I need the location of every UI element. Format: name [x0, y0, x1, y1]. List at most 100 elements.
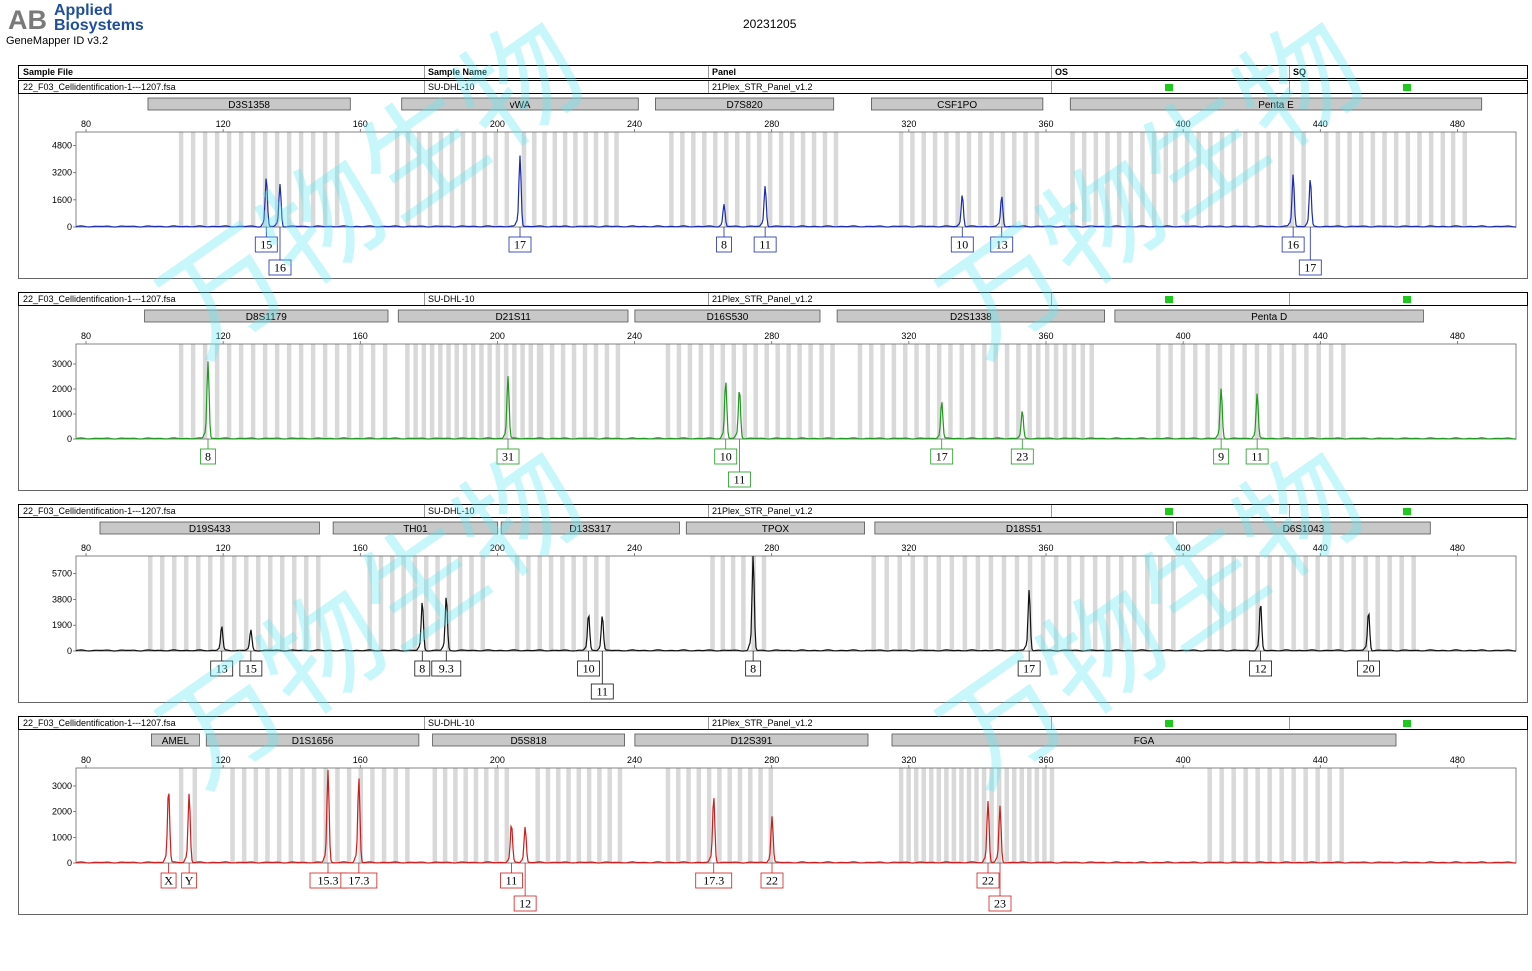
marker-bar[interactable] [1069, 97, 1483, 111]
marker-bar[interactable] [1176, 521, 1431, 535]
allele-call[interactable]: 17.3 [695, 863, 733, 889]
allele-call[interactable]: 22 [760, 863, 784, 889]
allele-call[interactable]: 11 [590, 651, 614, 700]
allele-box[interactable] [508, 236, 532, 253]
allele-call[interactable]: 23 [1010, 439, 1034, 465]
marker-bar[interactable] [634, 309, 821, 323]
marker-d21s11[interactable]: D21S11 [397, 309, 629, 323]
allele-call[interactable]: 13 [210, 651, 234, 677]
marker-d5s818[interactable]: D5S818 [432, 733, 625, 747]
allele-box[interactable] [513, 895, 537, 912]
allele-box[interactable] [1213, 448, 1230, 465]
allele-call[interactable]: 8 [414, 651, 431, 677]
allele-box[interactable] [695, 872, 733, 889]
allele-box[interactable] [988, 895, 1012, 912]
allele-call[interactable]: 10 [714, 439, 738, 465]
marker-bar[interactable] [401, 97, 639, 111]
allele-call[interactable]: 15.3 [309, 863, 347, 889]
allele-call[interactable]: 23 [988, 863, 1012, 912]
allele-box[interactable] [500, 872, 523, 889]
marker-bar[interactable] [151, 733, 200, 747]
marker-d18s51[interactable]: D18S51 [874, 521, 1174, 535]
allele-box[interactable] [268, 259, 292, 276]
marker-th01[interactable]: TH01 [332, 521, 499, 535]
marker-bar[interactable] [500, 521, 680, 535]
allele-box[interactable] [950, 236, 974, 253]
allele-call[interactable]: 11 [753, 227, 777, 253]
allele-call[interactable]: 11 [728, 439, 751, 488]
allele-box[interactable] [239, 660, 263, 677]
marker-bar[interactable] [147, 97, 351, 111]
allele-box[interactable] [414, 660, 431, 677]
allele-call[interactable]: 15 [254, 227, 278, 253]
allele-call[interactable]: 8 [716, 227, 732, 253]
allele-box[interactable] [1017, 660, 1041, 677]
marker-bar[interactable] [836, 309, 1105, 323]
allele-call[interactable]: 9.3 [431, 651, 462, 677]
marker-d6s1043[interactable]: D6S1043 [1176, 521, 1431, 535]
sample-info-row[interactable]: 22_F03_Cellidentification-1---1207.fsa SU… [18, 504, 1528, 518]
marker-d13s317[interactable]: D13S317 [500, 521, 680, 535]
marker-fga[interactable]: FGA [891, 733, 1397, 747]
allele-call[interactable]: 22 [976, 863, 1000, 889]
allele-box[interactable] [716, 236, 732, 253]
allele-box[interactable] [340, 872, 378, 889]
allele-box[interactable] [590, 683, 614, 700]
marker-penta-d[interactable]: Penta D [1114, 309, 1424, 323]
allele-call[interactable]: 16 [1281, 227, 1305, 253]
allele-box[interactable] [431, 660, 462, 677]
marker-amel[interactable]: AMEL [151, 733, 200, 747]
marker-bar[interactable] [891, 733, 1397, 747]
allele-box[interactable] [496, 448, 520, 465]
allele-box[interactable] [990, 236, 1014, 253]
marker-csf1po[interactable]: CSF1PO [871, 97, 1044, 111]
allele-box[interactable] [714, 448, 738, 465]
allele-box[interactable] [760, 872, 784, 889]
allele-box[interactable] [200, 448, 216, 465]
marker-bar[interactable] [634, 733, 869, 747]
marker-bar[interactable] [1114, 309, 1424, 323]
marker-d19s433[interactable]: D19S433 [99, 521, 320, 535]
marker-d3s1358[interactable]: D3S1358 [147, 97, 351, 111]
allele-box[interactable] [1245, 448, 1269, 465]
marker-bar[interactable] [655, 97, 835, 111]
allele-call[interactable]: X [160, 863, 177, 889]
allele-box[interactable] [1357, 660, 1380, 677]
allele-call[interactable]: 9 [1213, 439, 1230, 465]
allele-call[interactable]: 31 [496, 439, 520, 465]
marker-bar[interactable] [685, 521, 865, 535]
allele-box[interactable] [181, 872, 198, 889]
sample-info-row[interactable]: 22_F03_Cellidentification-1---1207.fsa SU… [18, 80, 1528, 94]
allele-call[interactable]: 17.3 [340, 863, 378, 889]
marker-d2s1338[interactable]: D2S1338 [836, 309, 1105, 323]
marker-bar[interactable] [874, 521, 1174, 535]
marker-d1s1656[interactable]: D1S1656 [205, 733, 420, 747]
allele-box[interactable] [745, 660, 762, 677]
allele-call[interactable]: 12 [513, 863, 537, 912]
marker-bar[interactable] [99, 521, 320, 535]
marker-bar[interactable] [397, 309, 629, 323]
allele-box[interactable] [254, 236, 278, 253]
allele-call[interactable]: 17 [930, 439, 954, 465]
marker-d12s391[interactable]: D12S391 [634, 733, 869, 747]
allele-call[interactable]: 10 [577, 651, 600, 677]
electropherogram-panel[interactable]: D3S1358 vWA D7S820 CSF1PO Penta E80 120 160 200… [52, 97, 1517, 276]
marker-tpox[interactable]: TPOX [685, 521, 865, 535]
allele-call[interactable]: 8 [200, 439, 216, 465]
marker-d8s1179[interactable]: D8S1179 [144, 309, 389, 323]
allele-call[interactable]: 10 [950, 227, 974, 253]
allele-call[interactable]: 17 [1017, 651, 1041, 677]
allele-call[interactable]: 13 [990, 227, 1014, 253]
allele-call[interactable]: 20 [1357, 651, 1380, 677]
marker-bar[interactable] [144, 309, 389, 323]
sample-info-row[interactable]: 22_F03_Cellidentification-1---1207.fsa SU… [18, 716, 1528, 730]
allele-box[interactable] [1249, 660, 1272, 677]
allele-box[interactable] [753, 236, 777, 253]
allele-box[interactable] [160, 872, 177, 889]
marker-penta-e[interactable]: Penta E [1069, 97, 1483, 111]
allele-box[interactable] [1010, 448, 1034, 465]
allele-call[interactable]: 11 [1245, 439, 1269, 465]
allele-box[interactable] [1298, 259, 1322, 276]
allele-box[interactable] [577, 660, 600, 677]
